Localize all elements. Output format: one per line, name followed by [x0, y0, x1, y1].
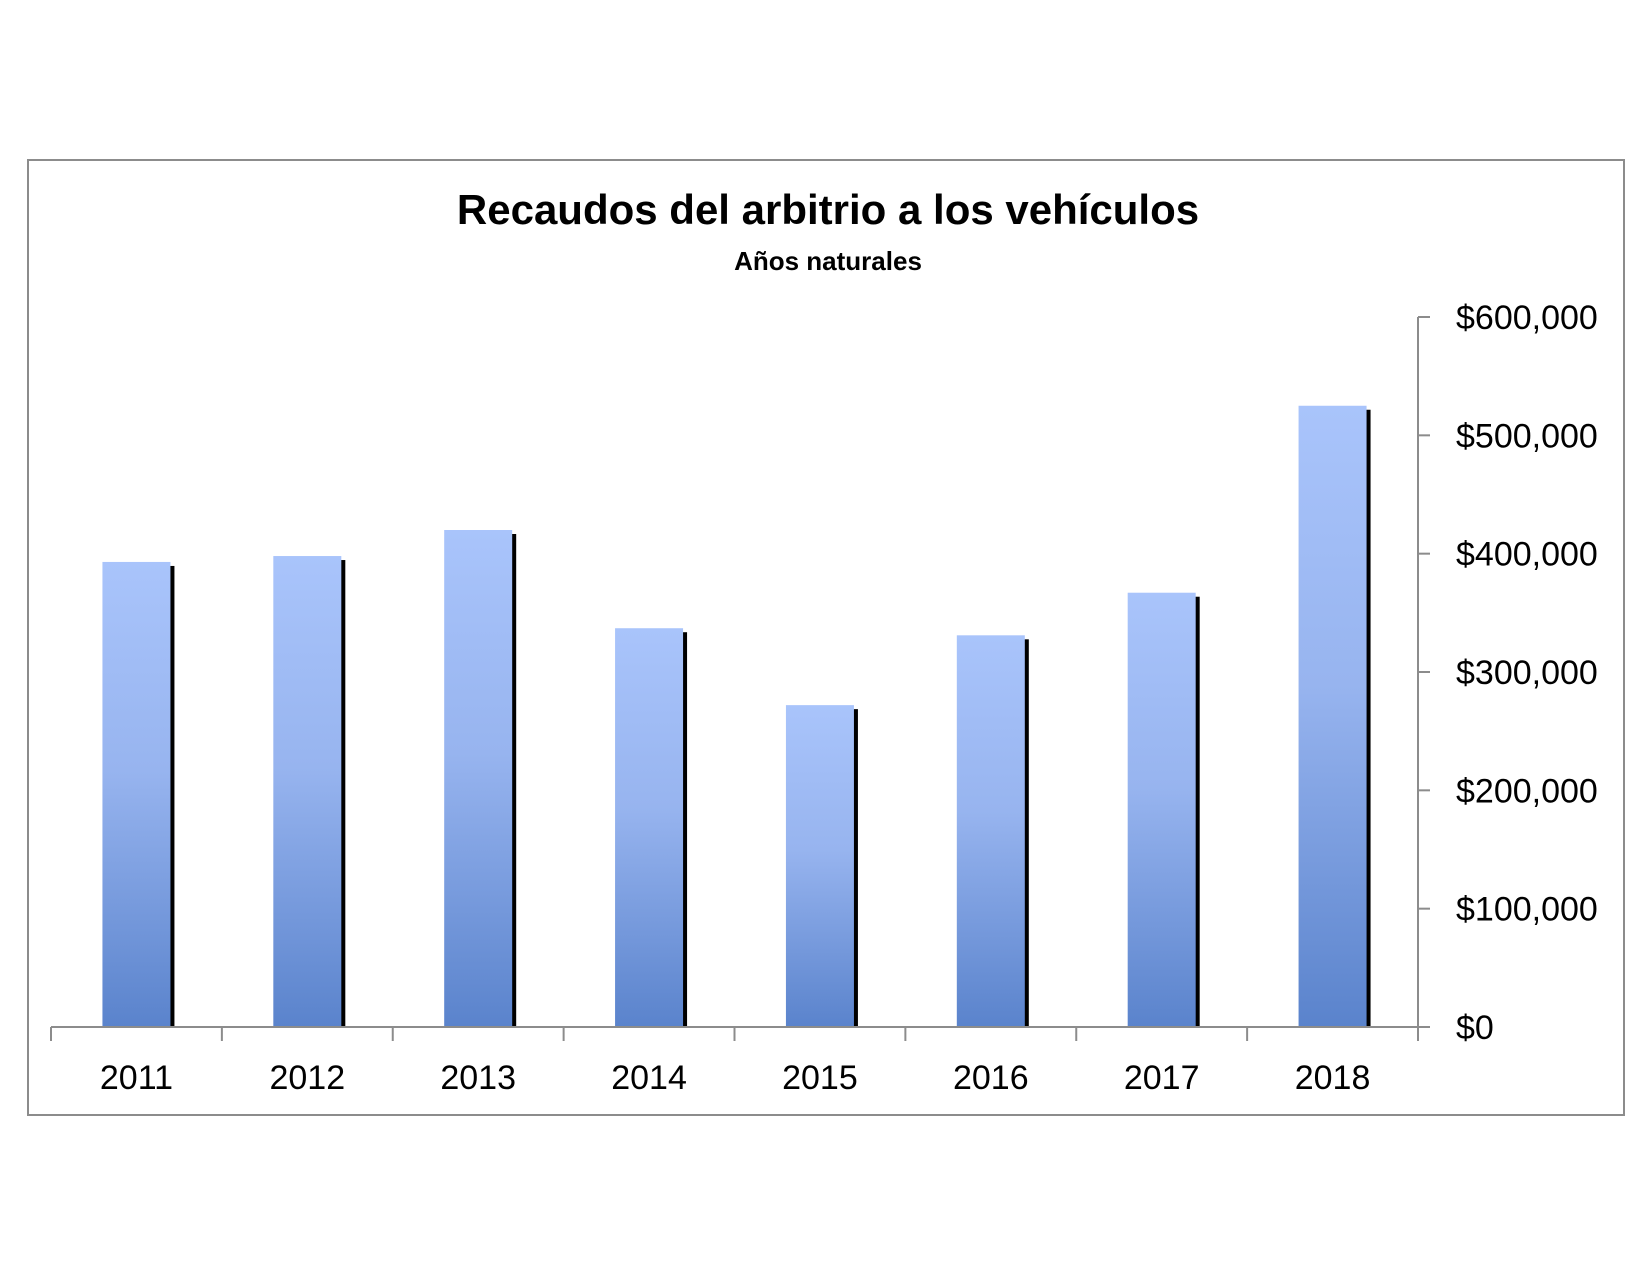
y-tick-label: $200,000: [1456, 772, 1598, 810]
x-tick-label: 2017: [1124, 1059, 1200, 1097]
bar-2018: [1298, 405, 1367, 1027]
y-tick-label: $600,000: [1456, 299, 1598, 337]
y-tick-label: $500,000: [1456, 417, 1598, 455]
x-tick-label: 2016: [953, 1059, 1029, 1097]
x-tick-label: 2018: [1295, 1059, 1371, 1097]
bar-2012: [273, 556, 342, 1027]
y-tick-label: $0: [1456, 1009, 1494, 1047]
bar-2014: [615, 628, 684, 1027]
plot-area: 2011 2012 2013 2014 2015 2016 2017 2018 $0 $100,0…: [50, 299, 1598, 1097]
labels-layer: 2011 2012 2013 2014 2015 2016 2017 2018 $0 $100,0…: [100, 299, 1598, 1097]
bar-2015: [785, 705, 854, 1027]
bar-2013: [444, 530, 513, 1027]
bar-2011: [102, 561, 171, 1027]
y-tick-label: $400,000: [1456, 536, 1598, 574]
chart-title: Recaudos del arbitrio a los vehículos: [456, 186, 1200, 233]
x-tick-label: 2014: [611, 1059, 687, 1097]
bar-2016: [956, 635, 1025, 1027]
axes-layer: [50, 316, 1430, 1041]
chart-subtitle: Años naturales: [734, 246, 922, 276]
y-tick-label: $300,000: [1456, 654, 1598, 692]
chart-frame: Recaudos del arbitrio a los vehículos Añ…: [27, 159, 1625, 1116]
x-tick-label: 2012: [269, 1059, 345, 1097]
x-tick-label: 2013: [440, 1059, 516, 1097]
bars-layer: [102, 405, 1371, 1027]
y-tick-label: $100,000: [1456, 891, 1598, 929]
x-tick-label: 2011: [100, 1059, 173, 1097]
x-tick-label: 2015: [782, 1059, 858, 1097]
bar-2017: [1127, 592, 1196, 1027]
